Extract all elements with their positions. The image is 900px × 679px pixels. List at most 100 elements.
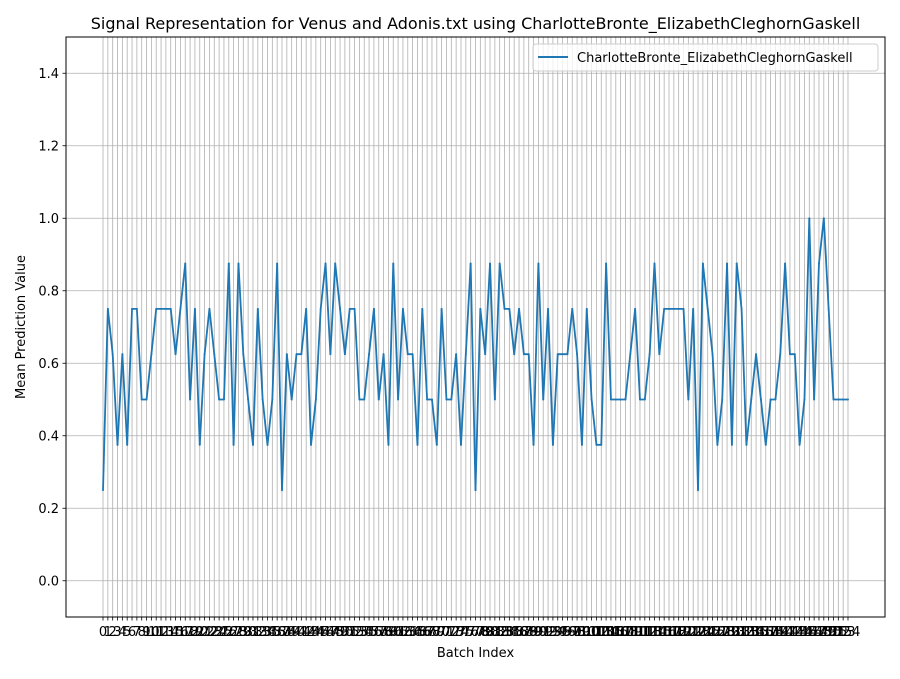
- series-line-segment: [150, 307, 158, 356]
- x-tick-label: 35: [264, 625, 281, 640]
- data-point: [837, 398, 840, 401]
- x-tick-label: 122: [681, 625, 706, 640]
- x-tick-label: 133: [734, 625, 759, 640]
- x-tick-label: 99: [574, 625, 591, 640]
- series-line-segment: [750, 353, 757, 401]
- data-point: [445, 398, 448, 401]
- series-line-segment: [203, 307, 211, 356]
- data-point: [682, 307, 685, 310]
- x-tick-label: 11: [148, 625, 165, 640]
- data-point: [455, 353, 458, 356]
- x-tick-label: 152: [826, 625, 851, 640]
- series-line-segment: [126, 307, 133, 446]
- data-point: [150, 353, 153, 356]
- x-tick-label: 29: [235, 625, 252, 640]
- series-line-segment: [493, 262, 501, 401]
- series-line-segment: [827, 307, 835, 401]
- x-tick-label: 116: [652, 625, 677, 640]
- data-point: [726, 262, 728, 265]
- series-line-segment: [697, 262, 704, 492]
- series-line-segment: [818, 217, 825, 265]
- x-tick-label: 49: [332, 625, 349, 640]
- series-line-segment: [706, 307, 714, 356]
- x-tick-label: 119: [666, 625, 691, 640]
- x-tick-label: 2: [109, 625, 117, 640]
- series-line-segment: [440, 307, 448, 401]
- series-line-segment: [537, 262, 545, 401]
- data-point: [392, 262, 395, 265]
- series-line-segment: [377, 353, 385, 401]
- data-point: [576, 353, 578, 356]
- x-tick-label: 64: [404, 625, 421, 640]
- x-tick-label: 60: [385, 625, 402, 640]
- data-point: [387, 443, 390, 446]
- data-point: [764, 443, 767, 446]
- y-axis-ticks: 0.0 0.2 0.4 0.6 0.8 1.0 1.2 1.4: [38, 67, 66, 589]
- data-point: [237, 262, 240, 265]
- x-tick-label: 149: [811, 625, 836, 640]
- data-point: [687, 398, 690, 401]
- series-line-segment: [281, 353, 288, 492]
- series-line-segment: [774, 353, 782, 401]
- data-point: [716, 443, 719, 446]
- data-point: [252, 443, 254, 446]
- data-point: [518, 307, 520, 310]
- x-tick-label: 27: [225, 625, 242, 640]
- data-point: [832, 398, 835, 401]
- x-tick-label: 4: [118, 625, 126, 640]
- x-tick-label: 73: [448, 625, 465, 640]
- series-line-segment: [329, 262, 337, 356]
- x-tick-label: 18: [182, 625, 199, 640]
- data-point: [571, 307, 574, 310]
- x-tick-label: 53: [351, 625, 368, 640]
- x-tick-label: 63: [400, 625, 417, 640]
- series-line-segment: [469, 262, 477, 492]
- series-line-segment: [208, 307, 216, 356]
- series-line-segment: [648, 262, 656, 356]
- series-line-segment: [319, 262, 327, 310]
- data-point: [750, 398, 753, 401]
- data-point: [223, 398, 225, 401]
- data-point: [769, 398, 772, 401]
- series-line-segment: [566, 307, 574, 356]
- data-point: [561, 353, 564, 356]
- data-point: [368, 353, 370, 356]
- data-point: [668, 307, 670, 310]
- series-line-segment: [624, 353, 632, 401]
- data-point: [300, 353, 303, 356]
- x-tick-label: 113: [637, 625, 662, 640]
- data-point: [319, 307, 322, 310]
- x-tick-label: 19: [187, 625, 204, 640]
- data-point: [464, 353, 467, 356]
- x-tick-label: 51: [341, 625, 358, 640]
- series-line-segment: [261, 398, 269, 446]
- data-point: [552, 443, 554, 446]
- series-line-segment: [692, 307, 699, 492]
- x-tick-label: 145: [792, 625, 817, 640]
- x-tick-label: 67: [419, 625, 436, 640]
- x-tick-label: 132: [729, 625, 754, 640]
- data-point: [140, 398, 143, 401]
- series-line-segment: [111, 353, 119, 446]
- data-point: [755, 353, 757, 356]
- x-tick-label: 37: [274, 625, 291, 640]
- data-point: [489, 262, 491, 265]
- data-point: [402, 307, 404, 310]
- x-tick-label: 6: [128, 625, 136, 640]
- data-point: [305, 307, 308, 310]
- x-tick-label: 118: [661, 625, 686, 640]
- x-tick-label: 86: [511, 625, 528, 640]
- series-line-segment: [285, 353, 293, 401]
- data-point: [203, 353, 206, 356]
- data-point: [343, 353, 346, 356]
- series-line-segment: [411, 353, 419, 446]
- data-point: [406, 353, 409, 356]
- x-tick-label: 121: [676, 625, 701, 640]
- series-line-segment: [489, 262, 496, 401]
- x-tick-label: 128: [710, 625, 735, 640]
- x-tick-label: 97: [564, 625, 581, 640]
- y-tick-label: 1.4: [38, 67, 59, 82]
- x-tick-label: 79: [477, 625, 494, 640]
